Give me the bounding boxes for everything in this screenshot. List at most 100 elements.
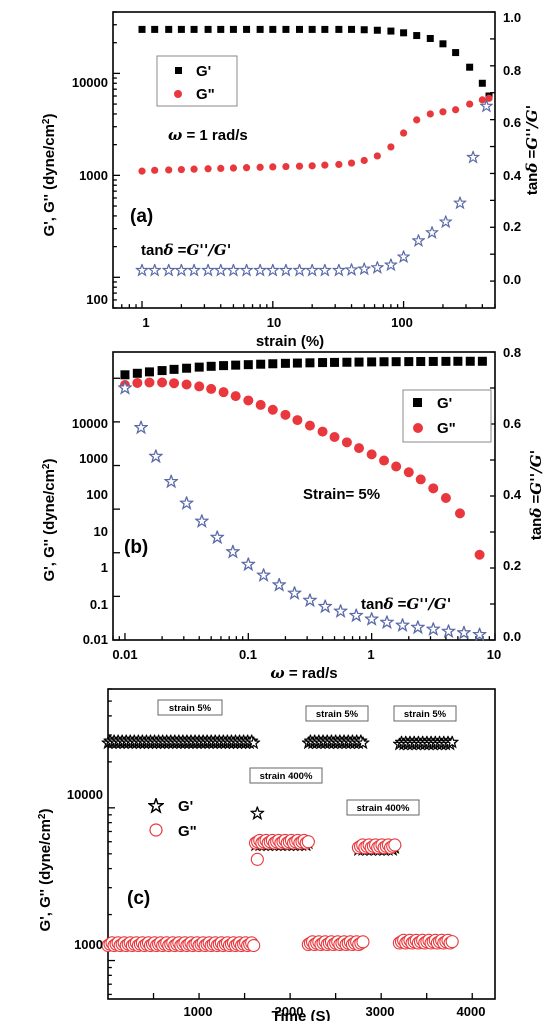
- tan-delta-point: [210, 530, 224, 544]
- g-double-prime-point: [388, 838, 402, 852]
- g-double-prime-point: [478, 96, 486, 104]
- tan-delta-point: [240, 263, 253, 276]
- x-axis-label: Time (S): [272, 1008, 331, 1021]
- g-prime-point: [280, 358, 290, 368]
- tan-delta-point: [201, 263, 215, 276]
- tan-delta-point: [412, 234, 425, 247]
- g-prime-point: [268, 359, 278, 369]
- y-tick-label: 100: [86, 487, 108, 502]
- tan-delta-point: [135, 263, 149, 276]
- tan-delta-point: [279, 263, 293, 276]
- tan-delta-point: [303, 593, 317, 607]
- g-prime-point: [132, 368, 142, 378]
- annotation-label: strain 400%: [260, 771, 313, 782]
- tan-delta-point: [134, 420, 148, 434]
- g-prime-point: [391, 357, 401, 367]
- legend-box: [156, 55, 238, 107]
- tan-delta-point: [380, 615, 394, 629]
- x-tick-label: 4000: [457, 1004, 486, 1019]
- tan-delta-point: [439, 215, 452, 228]
- legend-circle-marker: [413, 423, 423, 433]
- g-prime-point: [250, 806, 265, 820]
- tan-delta-point: [305, 263, 319, 276]
- y2-axis-label: tanδ =G''/G': [523, 105, 541, 195]
- g-double-prime-point: [415, 474, 426, 485]
- tan-delta-point: [287, 586, 302, 600]
- tan-delta-point: [466, 150, 480, 163]
- annotation-label: strain 5%: [316, 709, 359, 720]
- g-double-prime-point: [379, 455, 390, 466]
- g-prime-point: [269, 25, 277, 33]
- tan-delta-point: [333, 604, 348, 618]
- g-double-prime-point: [366, 449, 377, 460]
- g-prime-point: [206, 361, 216, 371]
- g-prime-point: [144, 367, 154, 377]
- tan-delta-point: [397, 250, 410, 263]
- g-prime-point: [308, 25, 316, 33]
- g-prime-point: [169, 364, 179, 374]
- g-prime-point: [256, 359, 266, 369]
- g-double-prime-point: [282, 162, 290, 171]
- tan-delta-point: [441, 624, 456, 638]
- strain-annotation: strain 5%: [393, 705, 457, 722]
- g-double-prime-point: [250, 852, 264, 866]
- y-tick-label: 10000: [72, 75, 108, 90]
- x-tick-label: 1000: [184, 1004, 213, 1019]
- tan-delta-point: [214, 263, 227, 276]
- g-prime-point: [452, 49, 460, 57]
- g-prime-point: [165, 25, 173, 33]
- tan-delta-point: [253, 263, 267, 276]
- strain-annotation: strain 5%: [157, 699, 223, 716]
- y2-tick-label: 0.8: [503, 345, 521, 360]
- g-prime-point: [190, 25, 198, 33]
- g-double-prime-point: [292, 415, 303, 426]
- y-tick-label: 1: [101, 560, 108, 575]
- y-axis-label: G', G'' (dyne/cm2): [41, 459, 59, 582]
- g-double-prime-point: [169, 378, 180, 389]
- y2-tick-label: 0.6: [503, 115, 521, 130]
- g-prime-point: [318, 358, 328, 368]
- annotation-strain: Strain= 5%: [303, 486, 380, 503]
- g-prime-point: [360, 26, 368, 34]
- x-tick-label: 100: [391, 315, 413, 330]
- legend-star-marker: [148, 798, 164, 813]
- g-prime-point: [413, 32, 421, 40]
- tan-delta-point: [179, 496, 194, 510]
- y-tick-label: 0.01: [83, 632, 108, 647]
- y2-tick-label: 0.6: [503, 416, 521, 431]
- g-prime-point: [151, 25, 159, 33]
- legend: G' G": [148, 798, 197, 840]
- g-prime-point: [120, 370, 130, 380]
- g-prime-point: [282, 25, 290, 33]
- g-double-prime-point: [151, 166, 159, 174]
- g-double-prime-point: [267, 404, 278, 415]
- g-double-prime-point: [403, 467, 414, 478]
- g-prime-point: [428, 356, 438, 366]
- g-double-prime-point: [426, 110, 434, 118]
- tan-delta-point: [227, 263, 240, 276]
- strain-annotation: strain 400%: [249, 767, 323, 784]
- tan-delta-point: [164, 474, 178, 488]
- g-double-prime-point: [132, 377, 143, 388]
- g-double-prime-point: [301, 835, 315, 849]
- y-tick-label: 100: [86, 292, 108, 307]
- g-double-prime-point: [391, 461, 402, 472]
- g-prime-point: [379, 357, 389, 367]
- legend-label: G': [437, 395, 452, 412]
- annotation-omega: ω = 1 rad/s: [168, 126, 248, 144]
- g-prime-point: [387, 27, 395, 35]
- g-double-prime-point: [217, 164, 225, 172]
- y2-tick-label: 0.4: [503, 168, 522, 183]
- g-double-prime-point: [242, 164, 251, 172]
- g-double-prime-point: [466, 100, 474, 108]
- legend-label: G": [437, 420, 456, 437]
- g-double-prime-point: [308, 162, 316, 170]
- g-prime-point: [478, 79, 486, 87]
- plot-frame: [107, 688, 496, 1000]
- x-tick-label: 0.01: [112, 647, 137, 662]
- tan-delta-point: [266, 263, 280, 276]
- y2-axis-label: tanδ =G''/G': [527, 450, 545, 540]
- g-double-prime-point: [474, 549, 485, 560]
- g-prime-point: [416, 357, 426, 367]
